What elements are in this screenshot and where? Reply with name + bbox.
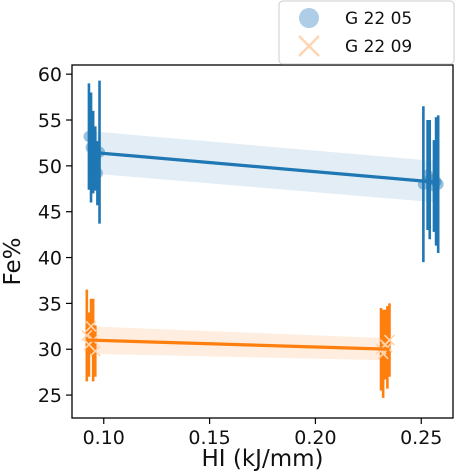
data-point-stroke <box>81 329 93 342</box>
fit-lines <box>88 150 439 351</box>
y-tick-label: 30 <box>38 339 62 361</box>
data-point-stroke <box>383 334 396 346</box>
data-point <box>89 153 101 165</box>
data-point <box>381 341 393 353</box>
data-point-stroke <box>381 341 393 353</box>
legend-marker-stroke <box>298 35 320 57</box>
data-point <box>85 320 97 332</box>
y-tick-label: 35 <box>38 293 62 315</box>
y-tick-label: 50 <box>38 156 62 178</box>
legend-label: G 22 09 <box>345 37 412 57</box>
data-point <box>85 142 97 154</box>
x-axis-label: HI (kJ/mm) <box>202 446 324 472</box>
x-tick-label: 0.20 <box>294 427 336 449</box>
x-axis-ticks: 0.10 0.15 0.20 0.25 <box>83 418 442 449</box>
x-tick-label: 0.25 <box>400 427 442 449</box>
x-tick-label: 0.15 <box>188 427 230 449</box>
data-point-stroke <box>89 345 101 357</box>
data-point <box>89 345 101 357</box>
y-tick-label: 40 <box>38 248 62 270</box>
legend-marker-x <box>298 35 320 57</box>
legend-label: G 22 05 <box>345 9 412 29</box>
fit-line-1 <box>88 338 390 351</box>
y-axis-label: Fe% <box>0 238 26 286</box>
data-point <box>422 169 434 181</box>
y-tick-label: 60 <box>38 64 62 86</box>
legend-box <box>278 0 455 65</box>
x-tick-label: 0.10 <box>83 427 125 449</box>
legend-marker-circle <box>299 8 319 28</box>
plot-frame <box>71 64 454 419</box>
data-point <box>383 334 396 346</box>
y-axis-ticks: 25 30 35 40 45 50 55 60 <box>38 64 72 407</box>
y-tick-label: 25 <box>38 385 62 407</box>
data-point-stroke <box>85 320 97 332</box>
data-point <box>91 167 103 179</box>
y-tick-label: 55 <box>38 110 62 132</box>
data-point <box>432 178 444 190</box>
y-tick-label: 45 <box>38 202 62 224</box>
fit-line-0 <box>88 150 439 184</box>
legend: G 22 05 G 22 09 <box>278 0 455 65</box>
data-point <box>83 131 95 143</box>
